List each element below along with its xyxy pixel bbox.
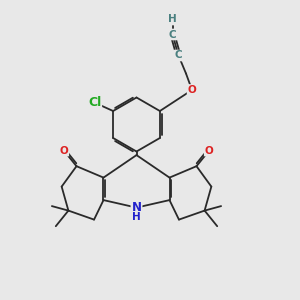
Text: C: C (169, 29, 176, 40)
Text: H: H (132, 212, 141, 222)
Text: C: C (175, 50, 182, 61)
Text: O: O (188, 85, 196, 95)
Text: O: O (59, 146, 68, 156)
Text: H: H (168, 14, 177, 25)
Text: Cl: Cl (88, 96, 101, 109)
Text: N: N (131, 201, 142, 214)
Text: O: O (205, 146, 214, 156)
